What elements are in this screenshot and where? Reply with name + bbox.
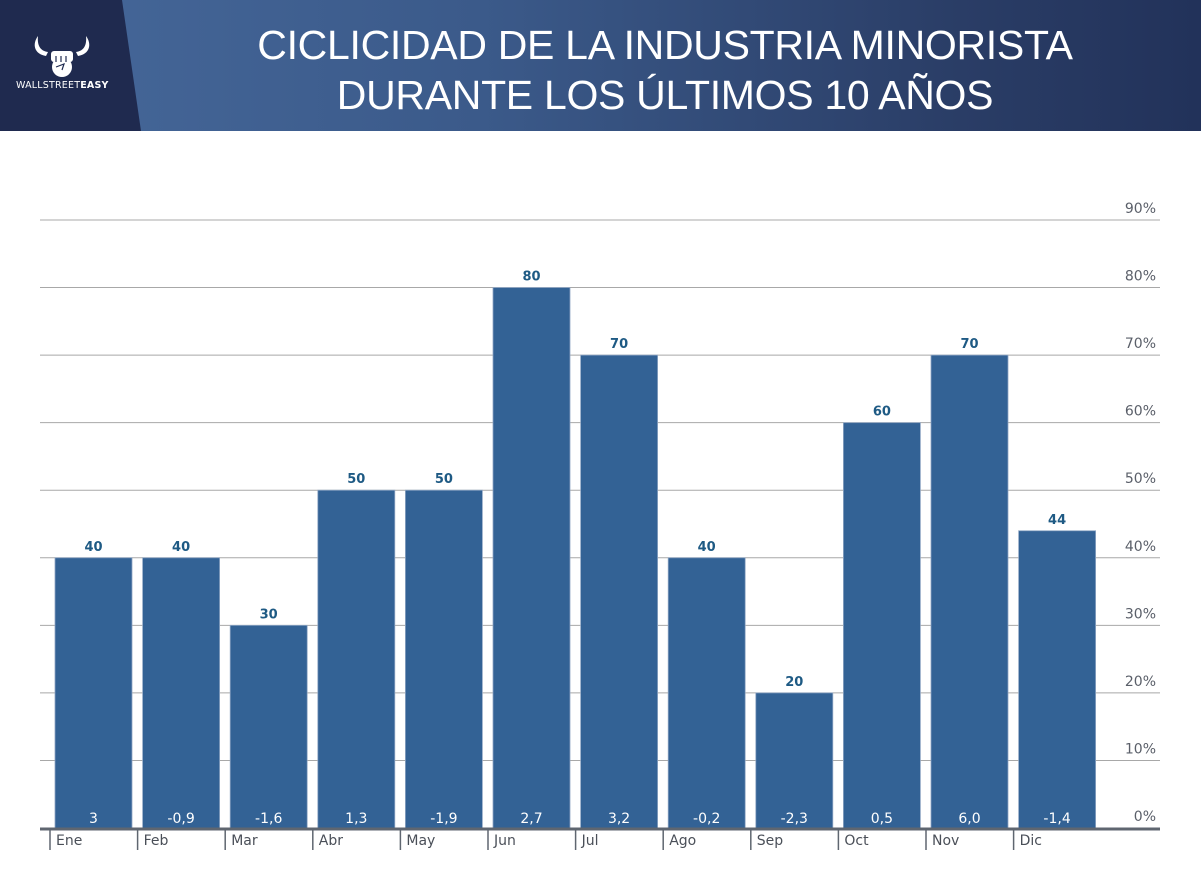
bull-horns-fist-icon	[34, 36, 90, 77]
bars	[54, 287, 1096, 829]
bar	[667, 557, 746, 829]
x-tick-label: Sep	[757, 833, 784, 849]
x-tick-label: Jun	[493, 833, 516, 849]
y-tick-label: 60%	[1125, 404, 1156, 420]
bar-value-label: 30	[260, 607, 278, 622]
logo-text-bold: EASY	[80, 80, 109, 91]
x-axis-tick-labels: Ene Feb Mar Abr May Jun Jul Ago Sep Oct Nov Dic	[56, 833, 1042, 849]
y-axis-tick-labels: 0% 10% 20% 30% 40% 50% 60% 70% 80% 90%	[1125, 201, 1156, 825]
bar-value-label: 70	[960, 337, 978, 352]
bar	[317, 489, 396, 829]
brand-logo-text: WALLSTREETEASY	[16, 80, 109, 91]
bar	[755, 692, 834, 829]
bar-inner-label: -2,3	[781, 811, 808, 827]
bar-value-label: 70	[610, 337, 628, 352]
bar-inner-label: 0,5	[871, 811, 893, 827]
bar-inner-label: 6,0	[958, 811, 980, 827]
bar-inner-labels: 3 -0,9 -1,6 1,3 -1,9 2,7 3,2 -0,2 -2,3 0,5 6,0 -1,4	[89, 811, 1071, 827]
x-tick-label: Oct	[844, 833, 869, 849]
y-tick-label: 80%	[1125, 269, 1156, 285]
bar	[843, 422, 921, 829]
bar-chart: 0% 10% 20% 30% 40% 50% 60% 70% 80% 90% 40 40 30 50 50…	[40, 201, 1160, 850]
x-tick-label: Ago	[669, 833, 696, 849]
bar	[229, 624, 308, 829]
x-axis-ticks	[49, 828, 1015, 850]
y-tick-label: 30%	[1125, 606, 1156, 622]
bar-value-label: 40	[698, 540, 716, 555]
x-tick-label: Feb	[144, 833, 169, 849]
bar	[142, 557, 221, 829]
bar-value-label: 40	[84, 540, 102, 555]
bar	[930, 354, 1009, 829]
title-line-2: DURANTE LOS ÚLTIMOS 10 AÑOS	[336, 72, 994, 118]
bar-value-label: 50	[435, 472, 453, 487]
chart-title: CICLICIDAD DE LA INDUSTRIA MINORISTA DUR…	[160, 20, 1170, 120]
bar-value-label: 50	[347, 472, 365, 487]
bar-value-label: 60	[873, 405, 891, 420]
y-tick-label: 40%	[1125, 539, 1156, 555]
y-tick-label: 0%	[1134, 809, 1156, 825]
bar-inner-label: -1,6	[255, 811, 282, 827]
bar-inner-label: -1,9	[430, 811, 457, 827]
logo-panel: WALLSTREETEASY	[0, 0, 141, 131]
bar	[492, 287, 571, 829]
x-tick-label: Abr	[319, 833, 343, 849]
bar	[404, 489, 483, 829]
bar-inner-label: 3,2	[608, 811, 630, 827]
x-tick-label: Ene	[56, 833, 82, 849]
bar	[1018, 530, 1096, 829]
bar-inner-label: 2,7	[520, 811, 542, 827]
x-tick-label: Jul	[581, 833, 599, 849]
y-tick-label: 70%	[1125, 336, 1156, 352]
bar-value-label: 44	[1048, 513, 1066, 528]
bar-inner-label: -0,2	[693, 811, 720, 827]
logo-text-light: WALLSTREET	[16, 80, 81, 91]
bar	[54, 557, 133, 829]
bar-value-label: 40	[172, 540, 190, 555]
bar-inner-label: 1,3	[345, 811, 367, 827]
header-banner: WALLSTREETEASY CICLICIDAD DE LA INDUSTRI…	[0, 0, 1201, 131]
bar-inner-label: -0,9	[167, 811, 194, 827]
y-tick-label: 20%	[1125, 674, 1156, 690]
bar	[580, 354, 658, 829]
title-line-1: CICLICIDAD DE LA INDUSTRIA MINORISTA	[257, 22, 1073, 68]
x-tick-label: Mar	[231, 833, 258, 849]
value-labels: 40 40 30 50 50 80 70 40 20 60 70 44	[84, 270, 1066, 690]
x-tick-label: Dic	[1020, 833, 1042, 849]
x-tick-label: May	[406, 833, 435, 849]
y-tick-label: 90%	[1125, 201, 1156, 217]
bar-inner-label: 3	[89, 811, 98, 827]
bar-inner-label: -1,4	[1043, 811, 1070, 827]
bar-value-label: 20	[785, 675, 803, 690]
x-tick-label: Nov	[932, 833, 959, 849]
bar-value-label: 80	[522, 270, 540, 285]
y-tick-label: 10%	[1125, 741, 1156, 757]
y-tick-label: 50%	[1125, 471, 1156, 487]
